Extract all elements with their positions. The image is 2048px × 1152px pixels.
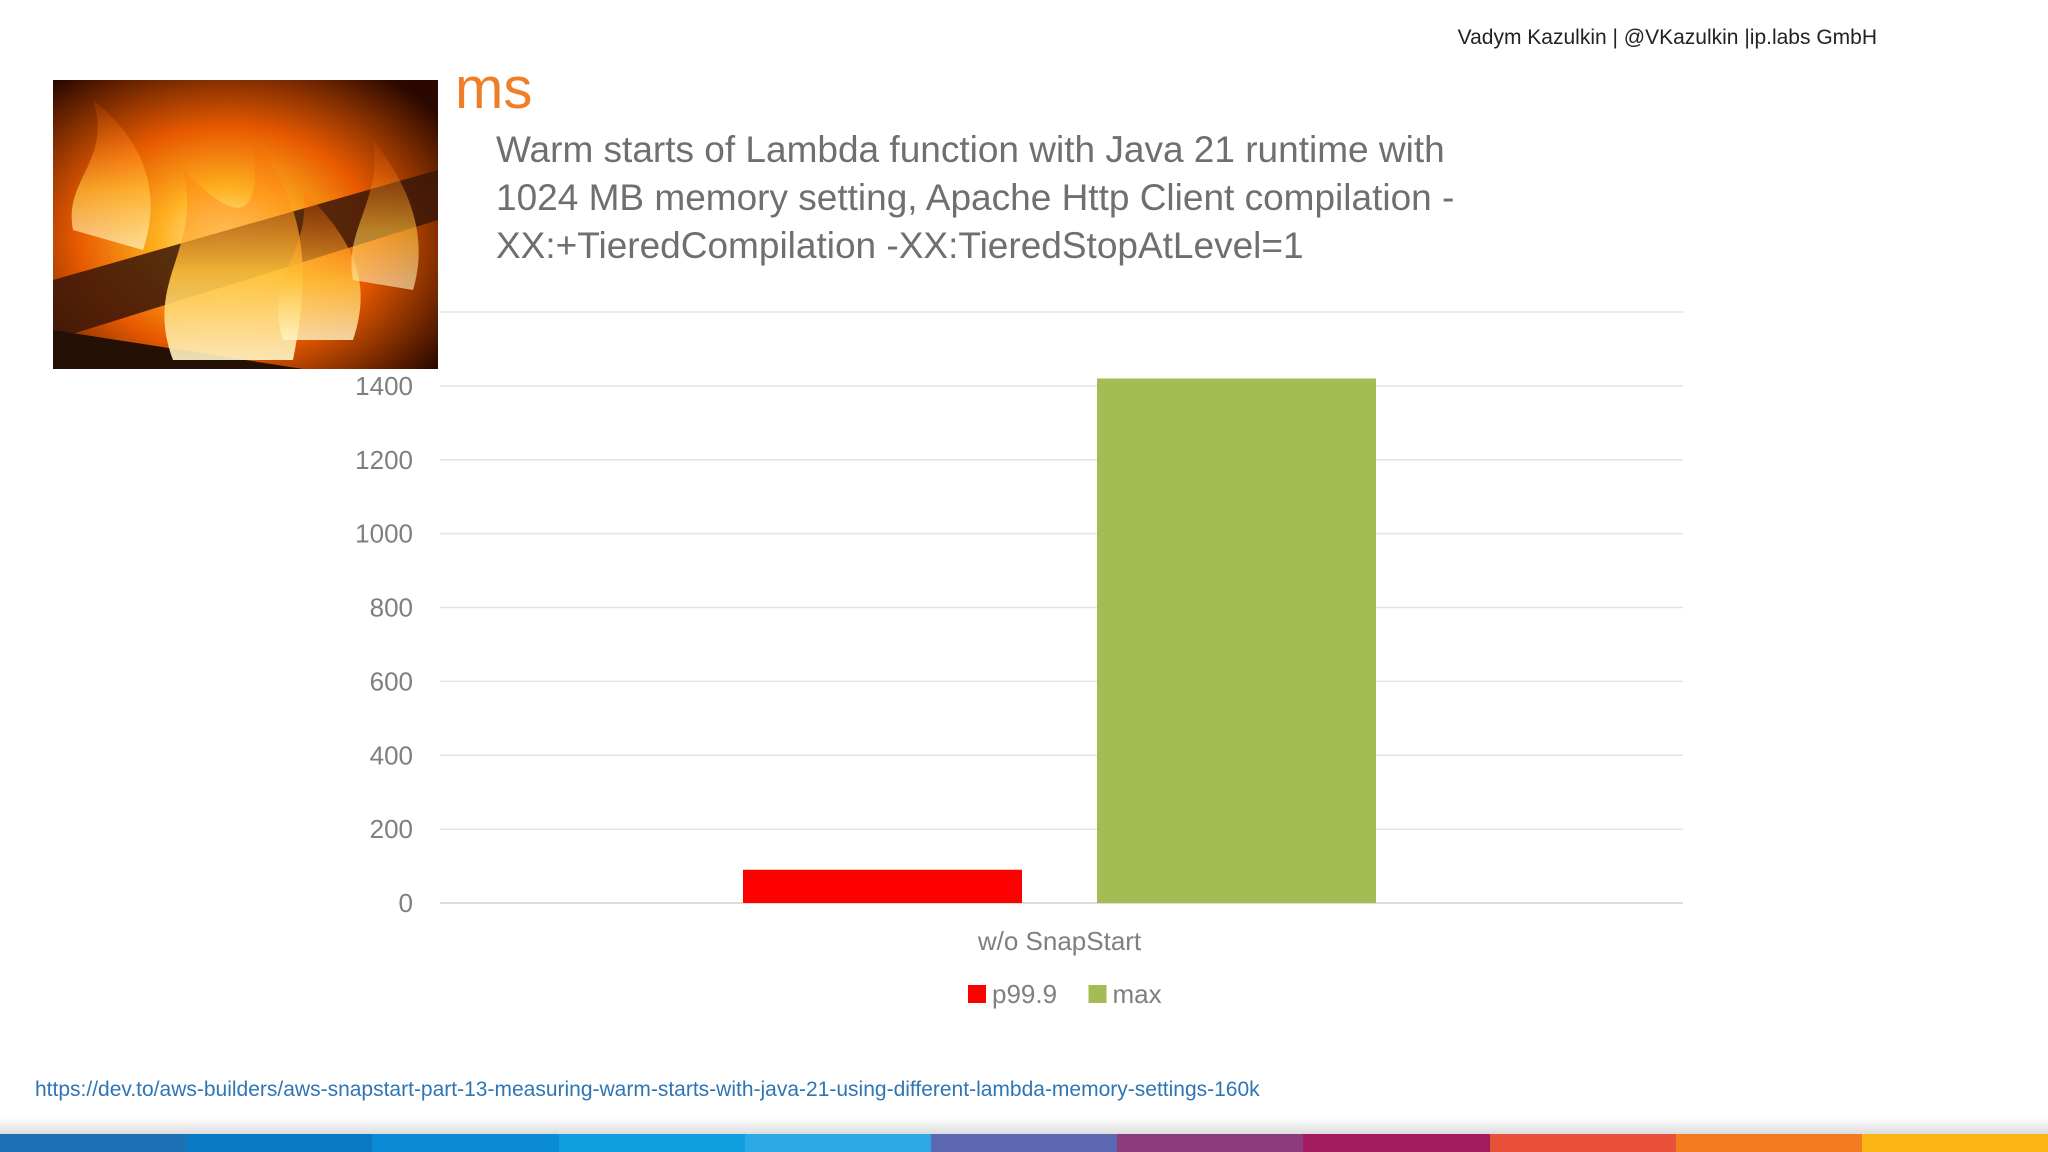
stripe-segment (186, 1134, 373, 1152)
bar-chart: 0 200 400 600 800 1000 1200 1400 w/o SnapStart p9… (355, 311, 1683, 1009)
legend-label: p99.9 (992, 979, 1057, 1009)
stripe-segment (930, 1134, 1118, 1152)
bar-p99-9 (743, 869, 1022, 903)
stripe-segment (0, 1134, 187, 1152)
source-link[interactable]: https://dev.to/aws-builders/aws-snapstar… (35, 1078, 1260, 1101)
y-tick-label: 600 (370, 666, 413, 696)
stripe-segment (1117, 1134, 1304, 1152)
unit-label: ms (455, 56, 533, 121)
stripe-segment (744, 1134, 931, 1152)
footer-color-stripe (0, 1134, 2048, 1152)
author-credit: Vadym Kazulkin | @VKazulkin |ip.labs Gmb… (1457, 26, 1877, 49)
y-tick-label: 1400 (355, 371, 413, 401)
x-category-label: w/o SnapStart (977, 926, 1142, 956)
chart-title: Warm starts of Lambda function with Java… (496, 126, 1536, 270)
y-tick-label: 200 (370, 814, 413, 844)
footer-shadow (0, 1118, 2048, 1134)
legend-label: max (1113, 979, 1162, 1009)
y-tick-label: 1000 (355, 519, 413, 549)
stripe-segment (1675, 1134, 1862, 1152)
stripe-segment (1861, 1134, 2048, 1152)
y-tick-label: 800 (370, 593, 413, 623)
bar-max (1097, 378, 1376, 903)
stripe-segment (558, 1134, 745, 1152)
stripe-segment (1489, 1134, 1676, 1152)
y-tick-label: 1200 (355, 445, 413, 475)
chart-title-line: 1024 MB memory setting, Apache Http Clie… (496, 177, 1455, 218)
y-tick-label: 0 (399, 888, 413, 918)
flame-icon (53, 80, 438, 369)
y-tick-label: 400 (370, 740, 413, 770)
stripe-segment (372, 1134, 559, 1152)
legend-swatch (1088, 985, 1107, 1003)
legend-swatch (968, 985, 986, 1003)
chart-title-line: Warm starts of Lambda function with Java… (496, 129, 1445, 170)
stripe-segment (1303, 1134, 1490, 1152)
chart-title-line: XX:+TieredCompilation -XX:TieredStopAtLe… (496, 225, 1304, 266)
